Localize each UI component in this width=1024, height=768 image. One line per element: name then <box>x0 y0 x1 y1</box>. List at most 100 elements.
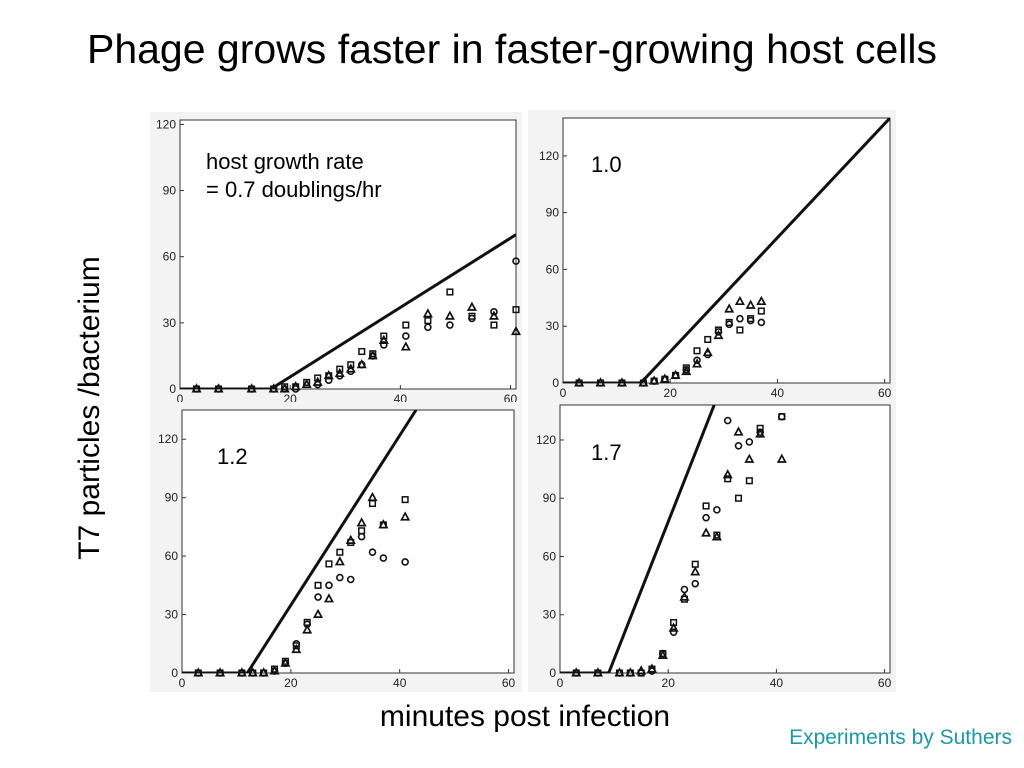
data-point-square <box>446 288 454 296</box>
data-point-triangle <box>713 329 724 340</box>
data-point-square <box>314 374 322 382</box>
data-point-circle <box>691 579 700 588</box>
x-tick-label: 0 <box>557 676 564 690</box>
data-point-triangle <box>312 376 323 386</box>
data-point-square <box>401 496 409 504</box>
data-point-triangle <box>280 657 291 667</box>
chart-panel-3: 0 20 40 60 0 30 60 90 120 1.2 <box>150 402 522 692</box>
y-tick-label: 120 <box>158 432 178 446</box>
data-point-circle <box>314 593 322 601</box>
data-point-triangle <box>269 665 280 675</box>
data-point-triangle <box>193 667 204 677</box>
data-point-circle <box>325 581 333 590</box>
data-point-triangle <box>657 649 668 659</box>
data-point-triangle <box>636 665 647 675</box>
data-point-circle <box>490 308 498 316</box>
data-point-square <box>512 306 520 314</box>
data-point-square <box>336 365 344 373</box>
data-point-circle <box>368 548 377 557</box>
data-point-circle <box>723 416 732 425</box>
data-point-triangle <box>691 358 703 368</box>
data-point-triangle <box>378 334 389 344</box>
data-point-triangle <box>724 303 735 313</box>
credit-text: Experiments by Suthers <box>789 726 1012 749</box>
data-point-circle <box>745 438 754 446</box>
data-point-triangle <box>702 346 713 357</box>
y-tick-label: 60 <box>546 262 560 276</box>
data-point-triangle <box>291 643 302 654</box>
data-point-triangle <box>400 341 411 351</box>
data-point-square <box>693 347 701 355</box>
data-point-circle <box>669 628 678 637</box>
data-point-triangle <box>744 453 755 463</box>
model-curve <box>560 405 716 673</box>
panel-annotation: 1.7 <box>591 440 622 465</box>
data-point-circle <box>401 558 409 566</box>
data-point-square <box>358 527 366 535</box>
y-tick-label: 30 <box>163 316 177 330</box>
data-point-circle <box>512 257 520 265</box>
data-point-triangle <box>646 663 657 673</box>
plot-area <box>562 117 891 384</box>
data-point-triangle <box>595 377 606 387</box>
data-point-square <box>682 364 690 372</box>
data-point-triangle <box>745 299 756 309</box>
data-point-circle <box>379 554 388 562</box>
data-point-square <box>424 317 432 325</box>
plot-area <box>179 119 517 390</box>
data-point-circle <box>380 341 388 349</box>
data-point-triangle <box>334 367 345 378</box>
data-point-triangle <box>258 667 269 677</box>
data-point-triangle <box>334 556 345 566</box>
y-tick-label: 120 <box>536 433 556 447</box>
data-point-triangle <box>681 365 692 376</box>
data-point-circle <box>736 314 744 323</box>
data-point-square <box>724 475 732 483</box>
y-tick-label: 0 <box>549 666 556 680</box>
chart-panel-2: 0 20 40 60 0 30 60 90 120 1.0 <box>528 110 896 400</box>
data-point-square <box>468 312 476 320</box>
data-point-square <box>734 494 743 502</box>
data-point-circle <box>336 573 344 582</box>
data-point-triangle <box>236 667 247 677</box>
data-point-triangle <box>574 377 585 387</box>
data-point-triangle <box>571 667 582 677</box>
data-point-triangle <box>776 453 787 463</box>
data-point-square <box>778 413 786 421</box>
data-point-triangle <box>734 295 745 306</box>
x-tick-label: 60 <box>878 676 892 690</box>
data-point-triangle <box>756 295 767 306</box>
data-point-triangle <box>616 377 627 387</box>
data-point-triangle <box>290 381 301 391</box>
x-tick-label: 0 <box>560 386 567 400</box>
data-point-circle <box>324 376 333 384</box>
data-point-triangle <box>268 383 279 393</box>
data-point-triangle <box>367 491 378 502</box>
x-tick-label: 0 <box>177 392 184 406</box>
data-point-triangle <box>466 301 477 311</box>
data-point-triangle <box>659 373 670 383</box>
x-axis-label: minutes post infection <box>379 700 671 733</box>
y-tick-label: 0 <box>169 382 176 396</box>
y-tick-label: 0 <box>552 376 559 390</box>
data-point-triangle <box>679 591 690 601</box>
y-tick-label: 0 <box>171 666 178 680</box>
data-point-triangle <box>301 378 312 389</box>
x-tick-label: 20 <box>284 676 298 690</box>
data-point-triangle <box>345 534 356 544</box>
data-point-square <box>314 581 322 589</box>
data-point-triangle <box>323 369 334 380</box>
data-point-triangle <box>592 667 603 677</box>
data-point-triangle <box>323 593 334 603</box>
data-point-triangle <box>733 426 744 436</box>
data-point-triangle <box>670 369 681 379</box>
y-tick-label: 30 <box>546 319 560 333</box>
data-point-triangle <box>191 383 202 393</box>
y-tick-label: 120 <box>539 149 559 163</box>
y-tick-label: 90 <box>163 184 177 198</box>
y-tick-label: 120 <box>156 117 176 131</box>
x-tick-label: 60 <box>878 386 892 400</box>
model-curve <box>563 118 890 383</box>
